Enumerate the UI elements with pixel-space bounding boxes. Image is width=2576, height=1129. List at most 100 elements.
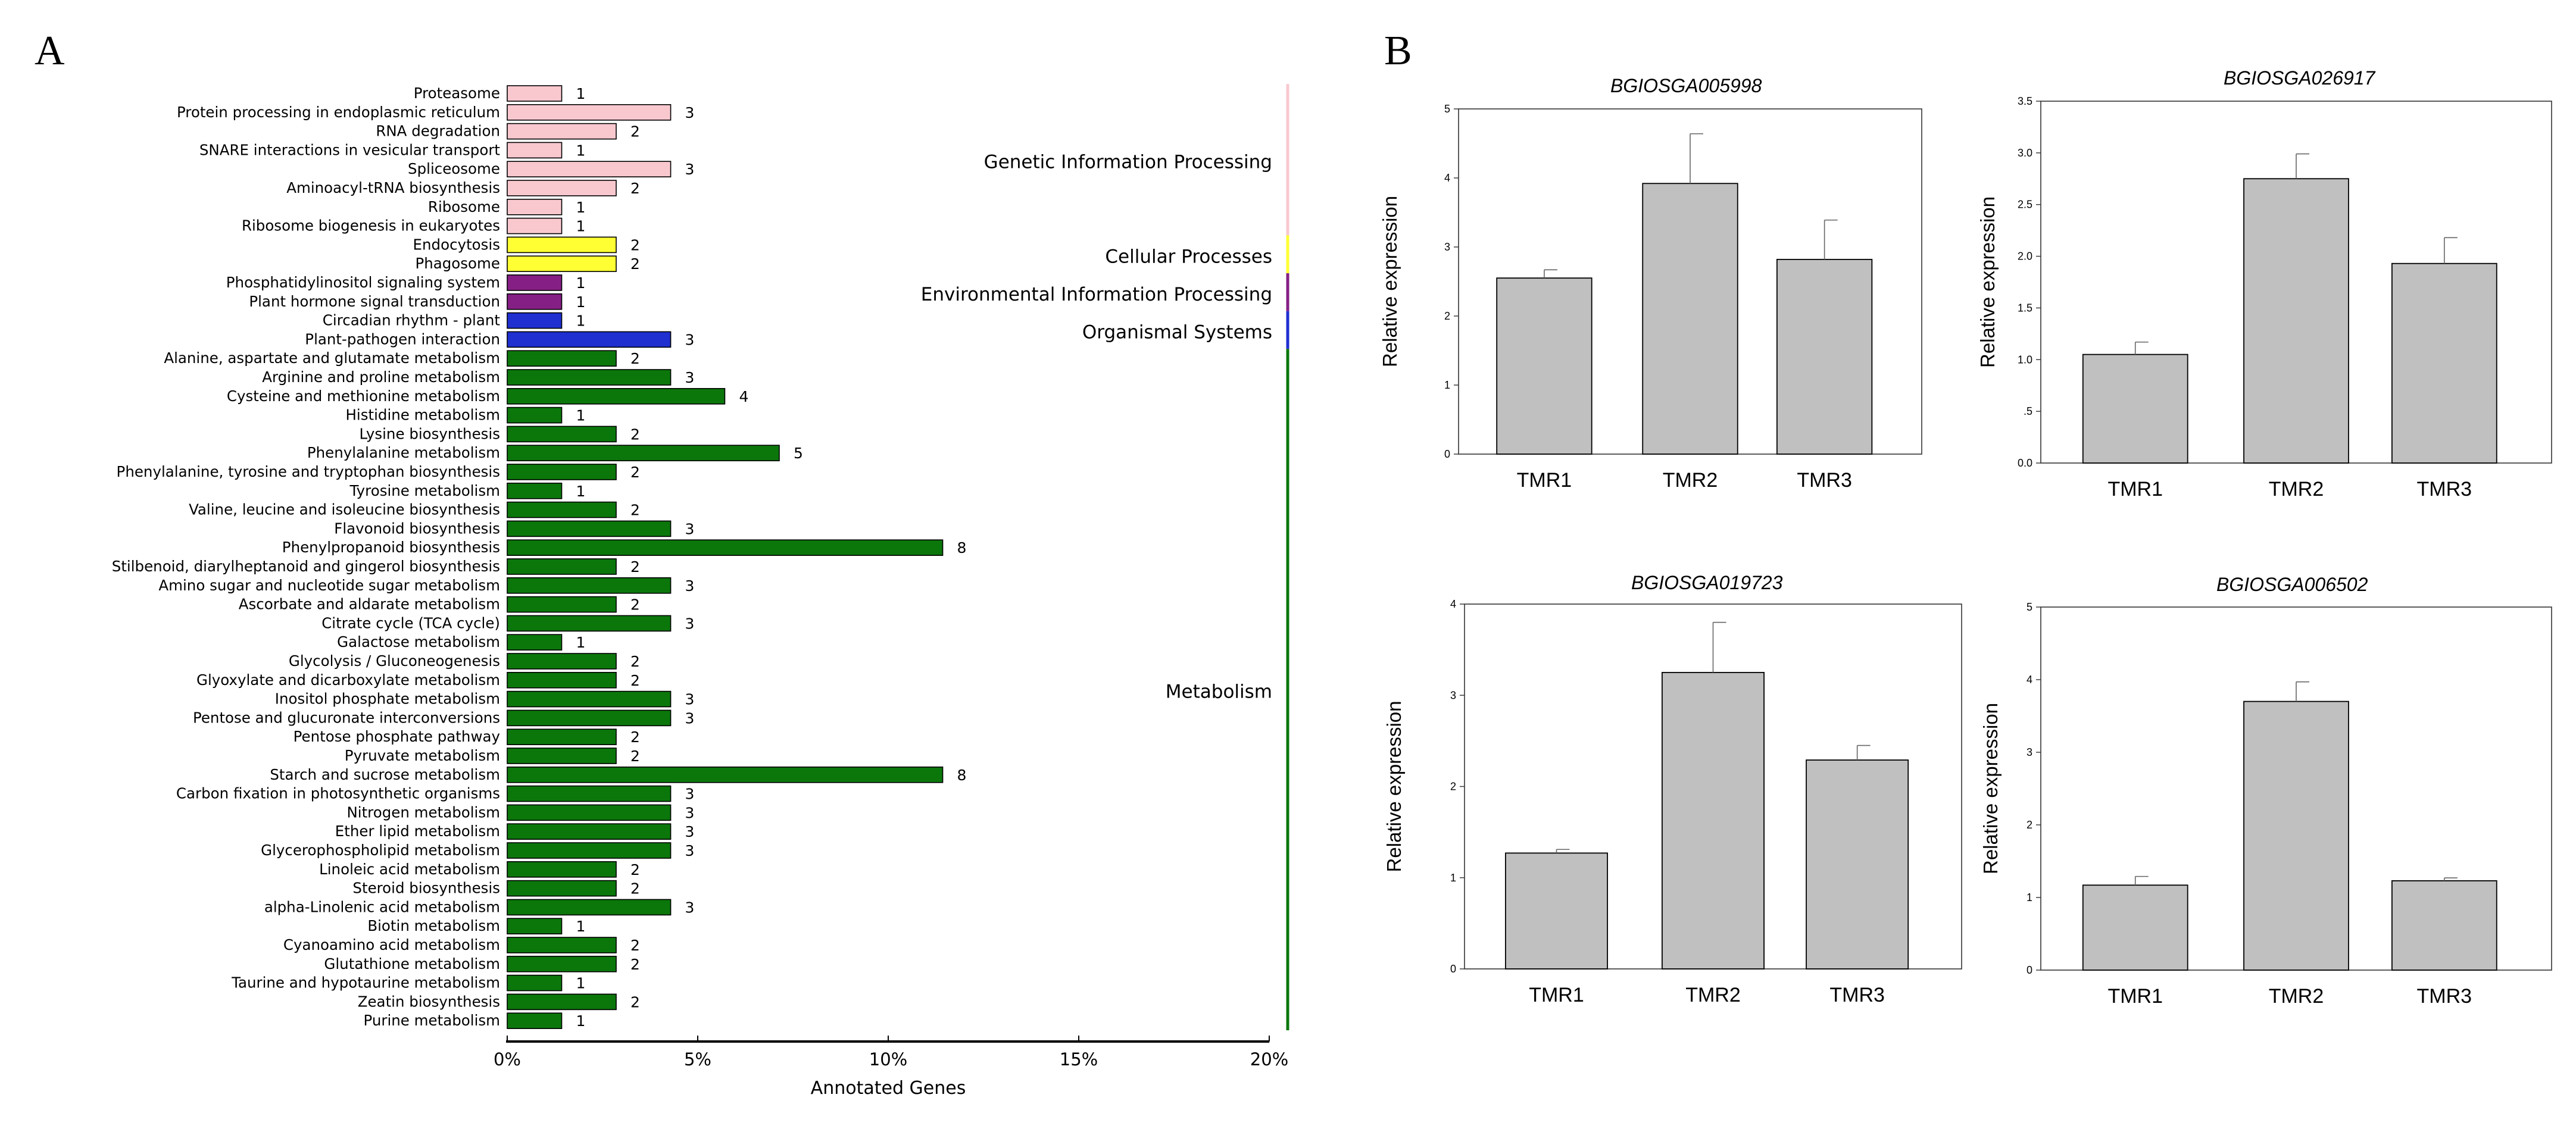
kegg-bar-28 xyxy=(507,615,672,632)
kegg-category-label-0: Proteasome xyxy=(414,85,500,102)
kegg-bar-17 xyxy=(507,406,563,424)
kegg-x-axis-title: Annotated Genes xyxy=(811,1078,966,1099)
qpcr-y-tick-label-1-3: 1.5 xyxy=(2018,302,2032,314)
kegg-bar-1 xyxy=(507,104,672,121)
kegg-x-tick-label-3: 15% xyxy=(1060,1049,1098,1069)
kegg-count-label-48: 2 xyxy=(630,993,640,1011)
qpcr-x-tick-label-3-0: TMR1 xyxy=(2107,985,2163,1008)
kegg-category-label-1: Protein processing in endoplasmic reticu… xyxy=(177,104,500,121)
qpcr-y-tick-label-1-0: 0.0 xyxy=(2018,457,2032,469)
kegg-bar-14 xyxy=(507,350,617,367)
kegg-count-label-11: 1 xyxy=(576,293,586,311)
qpcr-y-tick-label-2-1: 1 xyxy=(1450,872,1456,884)
qpcr-bar-3-2 xyxy=(2391,880,2497,971)
kegg-category-label-11: Plant hormone signal transduction xyxy=(249,293,500,310)
qpcr-x-tick-label-1-0: TMR1 xyxy=(2107,478,2163,501)
kegg-bar-0 xyxy=(507,85,563,102)
kegg-count-label-40: 3 xyxy=(685,842,695,859)
kegg-category-label-29: Galactose metabolism xyxy=(337,633,500,650)
kegg-group-label-environmental: Environmental Information Processing xyxy=(921,284,1272,305)
kegg-bar-25 xyxy=(507,558,617,575)
kegg-category-label-16: Cysteine and methionine metabolism xyxy=(227,387,500,405)
kegg-bar-19 xyxy=(507,445,780,462)
kegg-count-label-37: 3 xyxy=(685,786,695,803)
qpcr-chart-0: BGIOSGA005998 Relative expression 0 1 2 3 4 5 TM… xyxy=(1379,75,1922,492)
kegg-category-label-25: Stilbenoid, diarylheptanoid and gingerol… xyxy=(112,558,500,575)
qpcr-y-tick-label-0-4: 4 xyxy=(1444,172,1450,184)
qpcr-x-tick-label-1-2: TMR3 xyxy=(2417,478,2472,501)
kegg-x-tick-label-4: 20% xyxy=(1250,1049,1288,1069)
kegg-category-label-35: Pyruvate metabolism xyxy=(345,747,500,764)
kegg-bar-47 xyxy=(507,974,563,992)
qpcr-y-tick-label-0-2: 2 xyxy=(1444,310,1450,322)
qpcr-x-tick-label-0-0: TMR1 xyxy=(1517,469,1572,492)
kegg-count-label-13: 3 xyxy=(685,331,695,348)
kegg-count-label-7: 1 xyxy=(576,218,586,235)
qpcr-y-axis-title-0: Relative expression xyxy=(1379,196,1401,367)
kegg-category-label-14: Alanine, aspartate and glutamate metabol… xyxy=(164,349,500,367)
kegg-category-label-22: Valine, leucine and isoleucine biosynthe… xyxy=(189,501,500,518)
kegg-count-label-1: 3 xyxy=(685,104,695,121)
kegg-bar-15 xyxy=(507,369,672,386)
kegg-bar-38 xyxy=(507,804,672,821)
kegg-category-label-17: Histidine metabolism xyxy=(346,406,501,424)
qpcr-bar-3-0 xyxy=(2082,884,2188,971)
kegg-x-tick-label-1: 5% xyxy=(684,1049,711,1069)
kegg-count-label-41: 2 xyxy=(630,861,640,878)
kegg-count-label-33: 3 xyxy=(685,709,695,727)
panel-label-a: A xyxy=(35,28,65,74)
kegg-category-label-19: Phenylalanine metabolism xyxy=(307,444,500,461)
qpcr-bar-1-2 xyxy=(2391,262,2497,464)
kegg-bar-37 xyxy=(507,785,672,802)
kegg-category-label-30: Glycolysis / Gluconeogenesis xyxy=(289,652,500,670)
kegg-count-label-25: 2 xyxy=(630,558,640,576)
kegg-category-label-15: Arginine and proline metabolism xyxy=(262,368,500,386)
panel-label-b: B xyxy=(1384,28,1412,74)
qpcr-x-tick-label-3-2: TMR3 xyxy=(2417,985,2472,1008)
kegg-bar-31 xyxy=(507,672,617,689)
kegg-count-label-45: 2 xyxy=(630,937,640,954)
kegg-enrichment-chart: Proteasome 1 Protein processing in endopla… xyxy=(112,84,1289,1099)
kegg-group-label-organismal: Organismal Systems xyxy=(1082,322,1272,343)
kegg-bar-20 xyxy=(507,464,617,480)
kegg-count-label-6: 1 xyxy=(576,199,586,216)
kegg-count-label-26: 3 xyxy=(685,577,695,595)
kegg-count-label-21: 1 xyxy=(576,483,586,500)
kegg-bar-27 xyxy=(507,596,617,613)
kegg-category-label-48: Zeatin biosynthesis xyxy=(358,993,500,1010)
kegg-bar-4 xyxy=(507,161,672,178)
kegg-category-label-33: Pentose and glucuronate interconversions xyxy=(193,709,500,726)
qpcr-y-tick-label-1-7: 3.5 xyxy=(2018,95,2032,107)
kegg-bar-16 xyxy=(507,387,726,405)
kegg-bar-22 xyxy=(507,501,617,518)
kegg-bar-29 xyxy=(507,634,563,650)
kegg-count-label-12: 1 xyxy=(576,312,586,330)
kegg-bar-44 xyxy=(507,918,563,934)
qpcr-chart-title-2: BGIOSGA019723 xyxy=(1631,572,1783,593)
kegg-category-label-47: Taurine and hypotaurine metabolism xyxy=(231,974,500,992)
kegg-count-label-18: 2 xyxy=(630,426,640,443)
qpcr-chart-title-3: BGIOSGA006502 xyxy=(2216,574,2368,595)
kegg-count-label-23: 3 xyxy=(685,520,695,537)
kegg-bar-40 xyxy=(507,842,672,859)
qpcr-y-tick-label-2-3: 3 xyxy=(1450,689,1456,701)
kegg-category-label-6: Ribosome xyxy=(428,198,500,215)
kegg-category-label-7: Ribosome biogenesis in eukaryotes xyxy=(242,217,500,234)
kegg-category-label-8: Endocytosis xyxy=(413,236,500,253)
kegg-bar-26 xyxy=(507,577,672,594)
kegg-bar-45 xyxy=(507,937,617,953)
kegg-count-label-15: 3 xyxy=(685,369,695,386)
qpcr-y-tick-label-0-5: 5 xyxy=(1444,103,1450,115)
kegg-category-label-3: SNARE interactions in vesicular transpor… xyxy=(199,141,501,158)
qpcr-chart-title-1: BGIOSGA026917 xyxy=(2224,67,2376,89)
qpcr-y-tick-label-0-1: 1 xyxy=(1444,379,1450,391)
kegg-count-label-43: 3 xyxy=(685,899,695,916)
qpcr-bar-0-0 xyxy=(1496,277,1593,455)
kegg-bar-21 xyxy=(507,482,563,499)
qpcr-y-tick-label-1-1: .5 xyxy=(2024,405,2032,417)
qpcr-bar-1-1 xyxy=(2243,178,2349,464)
qpcr-y-tick-label-2-2: 2 xyxy=(1450,781,1456,793)
kegg-count-label-31: 2 xyxy=(630,672,640,689)
kegg-bar-9 xyxy=(507,255,617,273)
kegg-category-label-34: Pentose phosphate pathway xyxy=(293,728,500,745)
